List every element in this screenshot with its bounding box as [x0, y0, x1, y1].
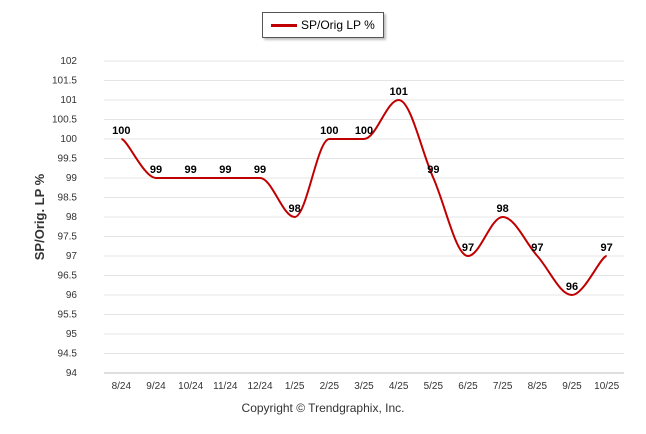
series-line [120, 98, 608, 297]
y-axis-label: SP/Orig. LP % [32, 173, 47, 260]
x-tick-label: 12/24 [247, 381, 272, 392]
x-tick-label: 3/25 [354, 381, 374, 392]
y-tick-label: 97.5 [58, 232, 78, 243]
x-tick-label: 9/25 [562, 381, 582, 392]
x-tick-label: 6/25 [458, 381, 478, 392]
data-label: 99 [427, 164, 439, 176]
data-label: 99 [254, 164, 266, 176]
grid-lines [104, 60, 624, 374]
y-tick-label: 94.5 [58, 349, 78, 360]
data-label: 100 [112, 125, 130, 137]
data-label: 97 [601, 242, 613, 254]
y-tick-label: 96 [66, 290, 78, 301]
x-tick-label: 10/24 [178, 381, 203, 392]
y-tick-label: 100.5 [52, 115, 77, 126]
y-tick-label: 94 [66, 368, 78, 379]
x-axis-ticks: 8/24 9/24 10/24 11/24 12/24 1/25 2/25 3/25 4/25 5… [112, 381, 620, 392]
data-label: 100 [320, 125, 338, 137]
y-tick-label: 101.5 [52, 76, 77, 87]
y-tick-label: 95.5 [58, 310, 78, 321]
legend-label: SP/Orig LP % [301, 18, 375, 32]
x-tick-label: 2/25 [320, 381, 340, 392]
y-tick-label: 100 [60, 134, 77, 145]
data-label: 98 [289, 203, 301, 215]
x-tick-label: 11/24 [213, 381, 238, 392]
x-tick-label: 1/25 [285, 381, 305, 392]
x-tick-label: 7/25 [493, 381, 513, 392]
x-tick-label: 9/24 [146, 381, 166, 392]
y-axis-ticks: 94 94.5 95 95.5 96 96.5 97 97.5 98 98.5 99 99.5 100 1… [52, 56, 77, 379]
y-tick-label: 99 [66, 173, 78, 184]
y-tick-label: 96.5 [58, 271, 78, 282]
data-label: 99 [185, 164, 197, 176]
data-labels: 100 99 99 99 99 98 100 100 101 99 97 98 97 96 97 [112, 86, 613, 293]
y-tick-label: 99.5 [58, 154, 78, 165]
y-tick-label: 97 [66, 251, 78, 262]
data-label: 101 [389, 86, 407, 98]
y-tick-label: 95 [66, 329, 78, 340]
y-tick-label: 98 [66, 212, 78, 223]
legend-swatch [271, 24, 297, 27]
x-tick-label: 10/25 [594, 381, 619, 392]
x-tick-label: 4/25 [389, 381, 409, 392]
data-label: 99 [219, 164, 231, 176]
data-label: 98 [497, 203, 509, 215]
legend: SP/Orig LP % [262, 12, 384, 38]
x-tick-label: 8/24 [112, 381, 132, 392]
data-label: 96 [566, 281, 578, 293]
data-label: 97 [531, 242, 543, 254]
x-tick-label: 8/25 [528, 381, 548, 392]
data-label: 97 [462, 242, 474, 254]
data-label: 99 [150, 164, 162, 176]
y-tick-label: 98.5 [58, 193, 78, 204]
x-tick-label: 5/25 [424, 381, 444, 392]
y-tick-label: 101 [60, 95, 77, 106]
data-label: 100 [355, 125, 373, 137]
y-tick-label: 102 [60, 56, 77, 67]
copyright-footer: Copyright © Trendgraphix, Inc. [241, 401, 405, 415]
